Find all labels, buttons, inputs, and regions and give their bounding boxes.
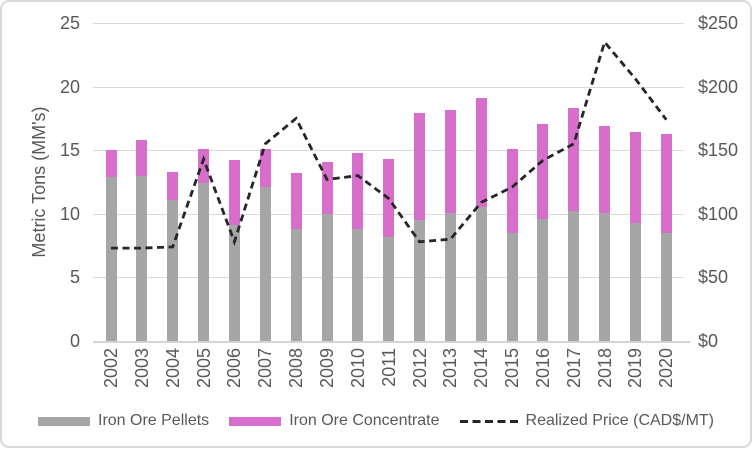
x-axis-label-2013: 2013 [440,348,461,389]
pellets-swatch-icon [38,416,90,426]
left-axis-tick: 0 [69,331,80,351]
bar-concentrate-2004 [167,171,179,200]
legend-item-concentrate: Iron Ore Concentrate [229,412,439,430]
bar-concentrate-2007 [259,148,271,188]
x-axis-label-2016: 2016 [532,348,553,389]
bar-concentrate-2020 [660,133,672,233]
x-axis-label-2002: 2002 [101,348,121,389]
bar-concentrate-2012 [414,113,425,221]
bar-pellets-2006 [228,225,240,341]
x-axis-label-2019: 2019 [625,348,646,389]
concentrate-swatch-icon [229,416,282,426]
legend-label-price: Realized Price (CAD$/MT) [525,412,714,429]
bar-pellets-2012 [414,220,425,341]
x-axis-label-2011: 2011 [378,348,399,387]
right-axis-tick: $0 [698,331,719,351]
right-axis-tick: $50 [698,267,729,288]
right-axis-tick: $250 [698,13,739,33]
left-axis-tick: 20 [59,76,80,97]
right-axis-tick: $200 [698,76,739,97]
bar-concentrate-2005 [198,149,210,184]
legend-item-price: Realized Price (CAD$/MT) [459,412,714,430]
x-axis-label-2012: 2012 [409,348,430,389]
x-axis-label-2017: 2017 [563,348,584,389]
bar-pellets-2019 [630,222,641,341]
bar-pellets-2009 [321,213,333,341]
left-axis-tick: 15 [59,140,80,161]
legend: Iron Ore Pellets Iron Ore Concentrate Re… [38,412,714,430]
bar-pellets-2011 [383,236,395,341]
bar-pellets-2020 [660,232,672,341]
bar-pellets-2013 [444,212,456,341]
bar-concentrate-2008 [290,173,302,230]
bar-pellets-2008 [290,229,302,341]
realized-price-line [111,39,668,250]
x-axis-label-2018: 2018 [594,348,615,389]
left-axis-tick: 10 [59,203,80,224]
bar-pellets-2010 [352,229,364,341]
x-axis-label-2020: 2020 [656,348,677,389]
bar-concentrate-2003 [136,140,148,176]
x-axis-label-2015: 2015 [502,348,523,389]
x-axis-label-2010: 2010 [347,348,368,389]
left-axis-tick: 5 [69,267,80,288]
left-axis-title: Metric Tons (MM's) [29,106,49,258]
bar-concentrate-2018 [599,126,611,213]
plot-area [93,23,684,341]
bar-pellets-2002 [105,176,117,341]
legend-label-concentrate: Iron Ore Concentrate [289,412,440,429]
gridline [93,86,684,88]
gridline [93,23,684,24]
legend-item-pellets: Iron Ore Pellets [38,412,209,430]
bar-pellets-2004 [167,199,179,341]
x-axis-label-2009: 2009 [316,348,337,389]
right-axis-tick: $100 [698,203,739,224]
right-axis-tick: $150 [698,140,739,161]
x-axis-label-2005: 2005 [193,348,214,389]
bar-pellets-2005 [198,183,210,341]
bar-concentrate-2015 [506,148,518,233]
left-axis-tick: 25 [59,13,80,33]
bar-concentrate-2017 [568,108,580,212]
bar-pellets-2018 [599,212,611,341]
bar-pellets-2015 [506,232,518,341]
bar-pellets-2003 [136,175,148,341]
bar-pellets-2017 [568,211,580,341]
bar-pellets-2014 [475,207,487,341]
bar-concentrate-2014 [475,98,487,208]
gridline [93,150,684,152]
x-axis-label-2008: 2008 [286,348,307,389]
x-axis-label-2004: 2004 [162,348,183,389]
bar-pellets-2007 [259,187,271,341]
bar-concentrate-2010 [352,152,364,230]
bar-concentrate-2002 [105,150,117,177]
bar-concentrate-2016 [537,123,549,219]
x-axis-label-2007: 2007 [255,348,276,389]
x-axis-line [93,341,690,343]
bar-concentrate-2013 [444,109,456,213]
bar-concentrate-2009 [321,161,333,214]
bar-pellets-2016 [537,218,549,341]
legend-label-pellets: Iron Ore Pellets [98,412,210,429]
x-axis-label-2014: 2014 [471,348,492,389]
bar-concentrate-2019 [630,132,641,223]
bar-concentrate-2006 [228,160,240,226]
x-axis-label-2003: 2003 [131,348,152,389]
dashed-line-swatch-icon [459,419,518,423]
x-axis-label-2006: 2006 [224,348,245,389]
